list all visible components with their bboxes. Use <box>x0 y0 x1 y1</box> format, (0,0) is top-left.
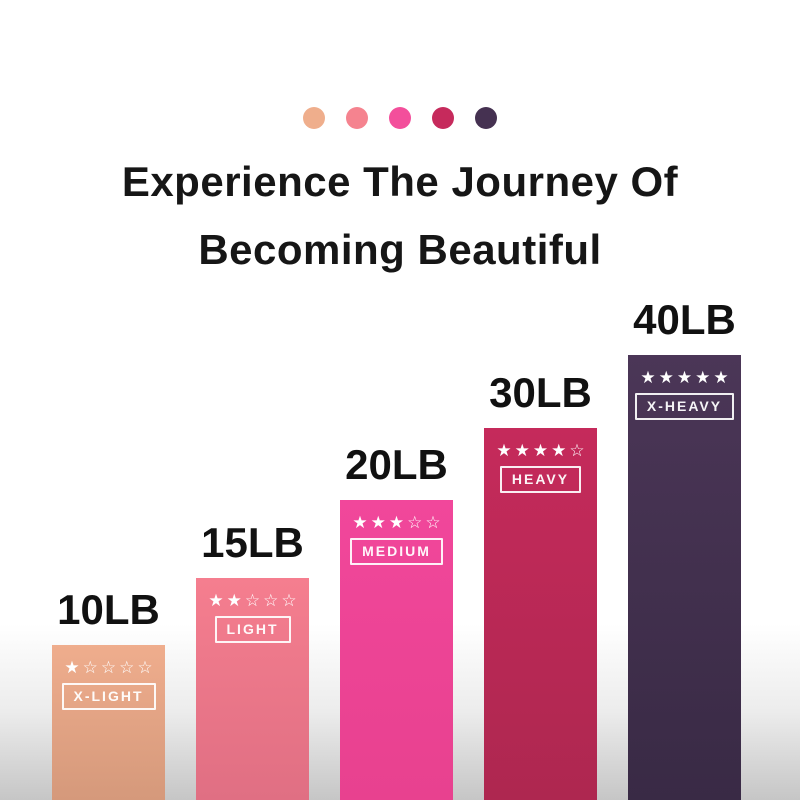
level-badge-heavy: HEAVY <box>499 466 582 493</box>
bar-40lb: ★★★★★ X-HEAVY <box>628 355 741 800</box>
palette-dot-xlight <box>303 107 325 129</box>
star-rating-5-of-5: ★★★★★ <box>640 368 732 388</box>
level-badge-medium: MEDIUM <box>350 538 443 565</box>
bar-column-15lb: 15LB ★★☆☆☆ LIGHT <box>196 519 309 800</box>
bar-column-20lb: 20LB ★★★☆☆ MEDIUM <box>340 441 453 800</box>
page-title-line-1: Experience The Journey Of <box>121 158 679 205</box>
weight-label-20lb: 20LB <box>345 441 448 488</box>
palette-dot-xheavy <box>475 107 497 129</box>
bar-30lb: ★★★★☆ HEAVY <box>484 428 597 800</box>
star-rating-1-of-5: ★☆☆☆☆ <box>64 658 156 678</box>
level-badge-xlight: X-LIGHT <box>61 683 156 710</box>
star-rating-4-of-5: ★★★★☆ <box>496 441 588 461</box>
palette-dots <box>303 107 497 129</box>
star-rating-3-of-5: ★★★☆☆ <box>352 513 444 533</box>
bar-20lb: ★★★☆☆ MEDIUM <box>340 500 453 800</box>
weight-label-30lb: 30LB <box>489 369 592 416</box>
bar-10lb: ★☆☆☆☆ X-LIGHT <box>52 645 165 800</box>
palette-dot-heavy <box>432 107 454 129</box>
bar-15lb: ★★☆☆☆ LIGHT <box>196 578 309 800</box>
page-title: Experience The Journey Of Becoming Beaut… <box>0 148 800 284</box>
page-title-line-2: Becoming Beautiful <box>198 226 602 273</box>
level-badge-xheavy: X-HEAVY <box>634 393 735 420</box>
bar-chart: 10LB ★☆☆☆☆ X-LIGHT 15LB ★★☆☆☆ LIGHT 20LB… <box>52 296 741 800</box>
bar-column-30lb: 30LB ★★★★☆ HEAVY <box>484 369 597 800</box>
weight-label-15lb: 15LB <box>201 519 304 566</box>
bar-column-40lb: 40LB ★★★★★ X-HEAVY <box>628 296 741 800</box>
star-rating-2-of-5: ★★☆☆☆ <box>208 591 300 611</box>
bar-column-10lb: 10LB ★☆☆☆☆ X-LIGHT <box>52 586 165 800</box>
palette-dot-medium <box>389 107 411 129</box>
weight-label-40lb: 40LB <box>633 296 736 343</box>
palette-dot-light <box>346 107 368 129</box>
weight-label-10lb: 10LB <box>57 586 160 633</box>
level-badge-light: LIGHT <box>214 616 291 643</box>
